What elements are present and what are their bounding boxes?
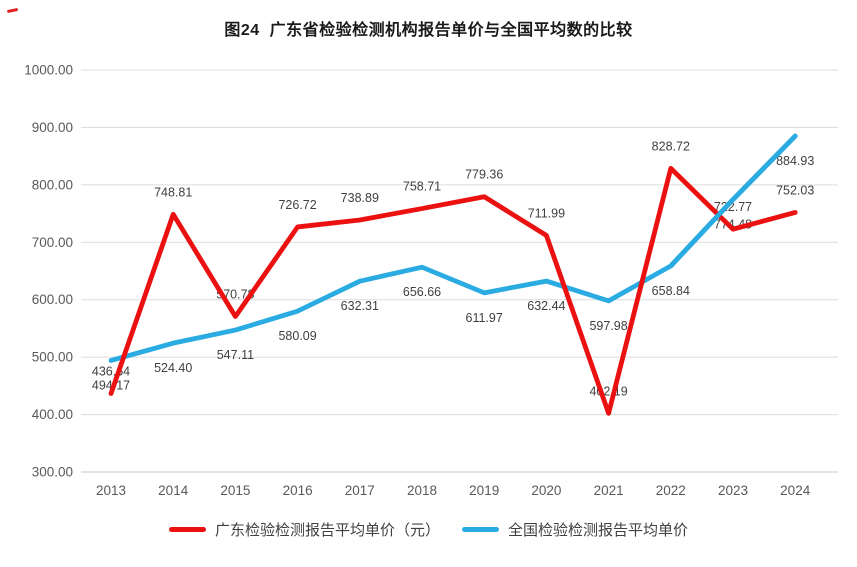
- x-axis-tick-label: 2022: [656, 483, 686, 498]
- x-axis-tick-label: 2017: [345, 483, 375, 498]
- data-label-series1-2020: 632.44: [527, 299, 565, 313]
- y-axis-tick-label: 500.00: [32, 350, 73, 365]
- y-axis-tick-label: 400.00: [32, 407, 73, 422]
- series-line-national: [108, 133, 798, 363]
- data-label-series0-2022: 828.72: [652, 139, 690, 153]
- y-axis-tick-label: 800.00: [32, 177, 73, 192]
- x-axis-tick-label: 2015: [220, 483, 250, 498]
- data-label-series1-2021: 597.98: [589, 319, 627, 333]
- data-label-series0-2014: 748.81: [154, 185, 192, 199]
- y-axis-tick-label: 900.00: [32, 120, 73, 135]
- legend-swatch-series1: [462, 527, 499, 532]
- data-label-series1-2024: 884.93: [776, 154, 814, 168]
- legend-swatch-series0: [168, 527, 206, 532]
- data-label-series1-2017: 632.31: [341, 299, 379, 313]
- x-axis-tick-label: 2023: [718, 483, 748, 498]
- chart-title: 图24 广东省检验检测机构报告单价与全国平均数的比较: [224, 22, 633, 39]
- data-label-series0-2016: 726.72: [278, 198, 316, 212]
- data-label-series1-2016: 580.09: [278, 329, 316, 343]
- y-axis-tick-label: 1000.00: [24, 63, 73, 78]
- y-axis-tick-label: 700.00: [32, 235, 73, 250]
- data-label-series0-2017: 738.89: [341, 191, 379, 205]
- data-label-series1-2015: 547.11: [217, 348, 254, 362]
- data-label-series1-2019: 611.97: [466, 311, 503, 325]
- x-axis-tick-label: 2016: [283, 483, 313, 498]
- data-label-series1-2018: 656.66: [403, 285, 441, 299]
- legend: 广东检验检测报告平均单价（元） 全国检验检测报告平均单价: [0, 519, 857, 540]
- data-label-series0-2024: 752.03: [776, 183, 814, 197]
- x-axis-tick-label: 2019: [469, 483, 499, 498]
- y-axis-tick-label: 300.00: [32, 465, 73, 480]
- legend-label-series0: 广东检验检测报告平均单价（元）: [214, 522, 440, 539]
- data-label-series0-2020: 711.99: [528, 206, 565, 220]
- x-axis-tick-label: 2020: [531, 483, 561, 498]
- data-label-series0-2018: 758.71: [403, 180, 441, 194]
- series-line-national-top-segment: [668, 133, 798, 269]
- data-label-series1-2022: 658.84: [652, 284, 690, 298]
- data-label-series0-2021: 402.19: [589, 384, 627, 398]
- legend-label-series1: 全国检验检测报告平均单价: [508, 522, 689, 539]
- data-label-series1-2014: 524.40: [154, 361, 192, 375]
- data-label-series1-2013: 494.17: [92, 378, 130, 392]
- x-axis-tick-label: 2014: [158, 483, 189, 498]
- legend-item-series1: 全国检验检测报告平均单价: [462, 519, 688, 540]
- x-axis-tick-label: 2021: [594, 483, 624, 498]
- legend-item-series0: 广东检验检测报告平均单价（元）: [168, 519, 440, 540]
- y-axis-tick-label: 600.00: [32, 292, 73, 307]
- series-line-guangdong: [108, 165, 798, 416]
- data-label-series0-2019: 779.36: [465, 168, 503, 182]
- x-axis-tick-label: 2024: [780, 483, 811, 498]
- x-axis-tick-label: 2018: [407, 483, 437, 498]
- data-label-series0-2013: 436.64: [92, 365, 130, 379]
- x-axis-tick-label: 2013: [96, 483, 126, 498]
